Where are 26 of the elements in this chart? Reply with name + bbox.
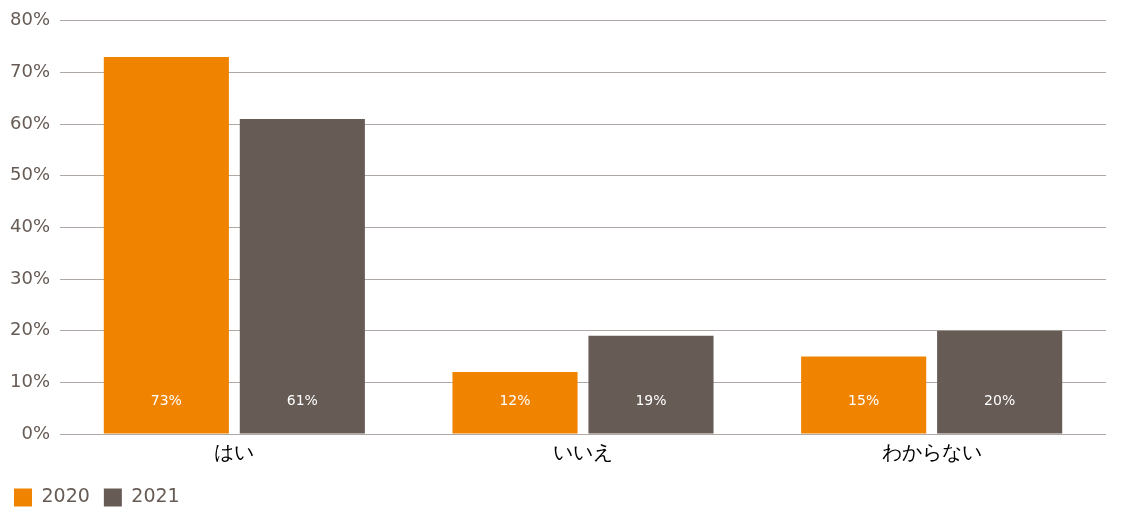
y-tick-label: 60% xyxy=(9,111,51,133)
bar xyxy=(452,372,578,434)
data-label: 61% xyxy=(286,391,318,408)
data-label: 73% xyxy=(150,391,182,408)
bar xyxy=(103,56,229,434)
x-tick-label: わからない xyxy=(881,440,982,465)
y-tick-label: 80% xyxy=(9,8,51,30)
y-tick-label: 70% xyxy=(9,60,51,82)
y-tick-label: 0% xyxy=(21,421,51,443)
bar xyxy=(588,335,714,434)
data-label: 20% xyxy=(984,391,1016,408)
y-tick-label: 50% xyxy=(9,163,51,185)
data-label: 15% xyxy=(848,391,880,408)
data-label: 12% xyxy=(499,391,531,408)
legend-label: 2020 xyxy=(41,484,90,507)
y-tick-label: 20% xyxy=(9,318,51,340)
y-tick-label: 40% xyxy=(9,215,51,237)
x-tick-label: いいえ xyxy=(553,440,613,465)
y-tick-label: 10% xyxy=(9,370,51,392)
bar xyxy=(937,330,1063,434)
data-label: 19% xyxy=(635,391,667,408)
legend-label: 2021 xyxy=(131,484,180,507)
y-tick-label: 30% xyxy=(9,266,51,288)
x-tick-label: はい xyxy=(214,440,255,465)
bar xyxy=(801,356,927,434)
bar xyxy=(239,118,365,434)
